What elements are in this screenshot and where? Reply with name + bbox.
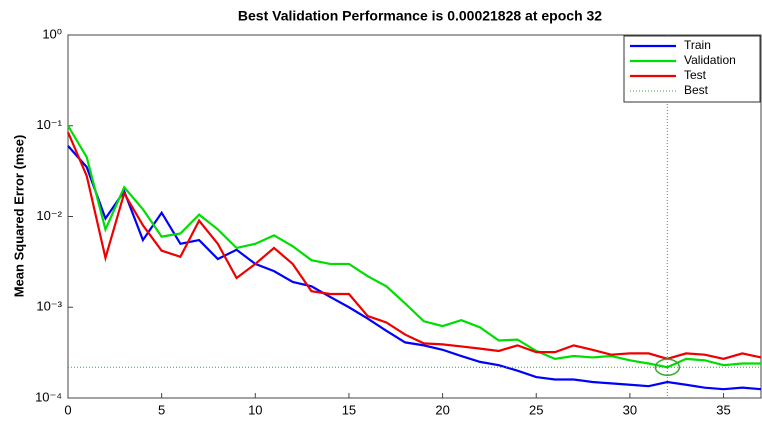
series-line — [67, 125, 761, 369]
y-tick-label: 10⁻³ — [36, 299, 62, 314]
y-axis-label: Mean Squared Error (mse) — [11, 135, 26, 298]
x-tick-label: 15 — [342, 402, 356, 417]
series-line — [67, 145, 762, 391]
y-tick-label: 10⁻² — [36, 208, 62, 223]
x-tick-label: 30 — [623, 402, 637, 417]
x-tick-label: 5 — [158, 402, 165, 417]
x-tick-label: 25 — [529, 402, 543, 417]
best-marker — [654, 358, 681, 376]
x-tick-label: 20 — [435, 402, 449, 417]
x-tick-label: 10 — [248, 402, 262, 417]
y-tick-label: 10⁰ — [42, 26, 62, 41]
y-tick-label: 10⁻¹ — [36, 117, 62, 132]
x-tick-label: 0 — [64, 402, 71, 417]
chart-title: Best Validation Performance is 0.0002182… — [238, 8, 602, 24]
legend-label: Train — [684, 38, 711, 52]
x-tick-label: 35 — [716, 402, 730, 417]
y-tick-label: 10⁻⁴ — [35, 389, 62, 404]
legend-label: Test — [684, 68, 707, 82]
legend-label: Validation — [684, 53, 736, 67]
legend-label: Best — [684, 83, 709, 97]
series-line — [66, 131, 762, 360]
